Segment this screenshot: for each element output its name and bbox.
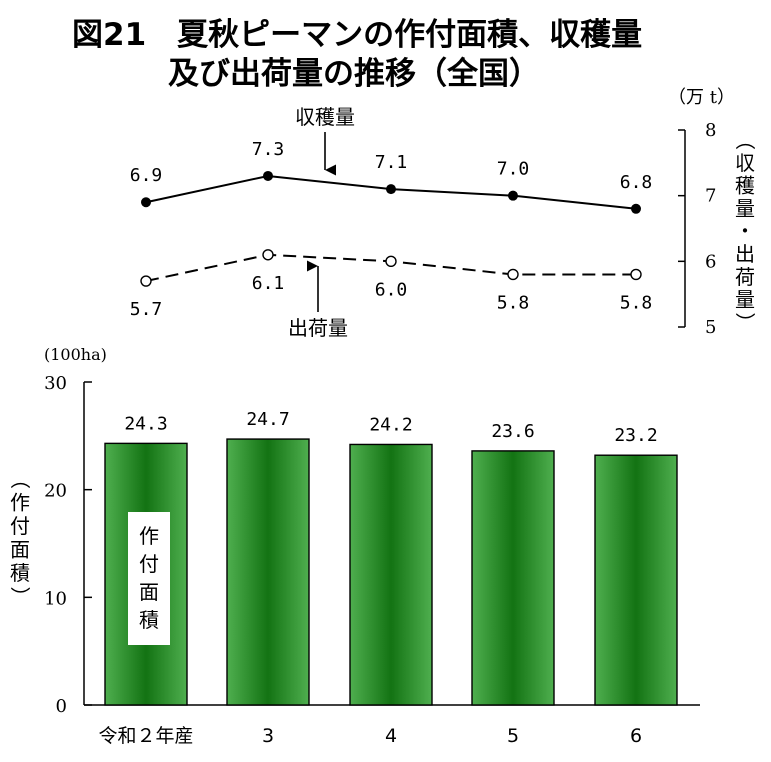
line-axis-title-char: 収 (735, 151, 755, 175)
bar-axis-title-char: 作 (10, 491, 30, 515)
shipment-value-label: 5.7 (130, 299, 163, 320)
shipment-value-label: 5.8 (497, 292, 530, 313)
line-axis-title-char: ・ (735, 219, 755, 243)
shipment-value-label: 6.1 (252, 273, 285, 294)
bar-inner-char-0: 作 (139, 524, 159, 548)
line-axis-title-char: ） (733, 312, 757, 332)
harvest-value-label: 7.1 (375, 152, 408, 173)
bar-y-tick-label: 20 (44, 481, 67, 502)
harvest-point (263, 170, 273, 181)
bar-value-label: 23.6 (491, 421, 534, 442)
line-y-tick-label: 6 (705, 251, 716, 272)
bar-value-label: 24.3 (124, 413, 167, 434)
harvest-point (141, 197, 151, 208)
bar-inner-char-3: 積 (139, 608, 159, 632)
bar-value-label: 23.2 (614, 425, 657, 446)
harvest-point (386, 184, 396, 195)
bar-y-tick-label: 30 (44, 373, 67, 394)
bar-axis-title-char: ） (8, 587, 32, 607)
bar-y-tick-label: 0 (56, 696, 67, 717)
bar-value-label: 24.2 (369, 414, 412, 435)
bar-inner-label: 作 付 面 積 (128, 512, 170, 645)
bar-axis-title-char: 面 (10, 538, 30, 562)
line-axis-title-char: 量 (735, 288, 755, 312)
harvest-point (631, 203, 641, 214)
harvest-value-label: 7.3 (252, 139, 285, 160)
line-axis-title-char: 出 (735, 242, 755, 266)
bar-chart: 010203024.3令和２年産24.7324.2423.6523.26（作付面… (8, 373, 700, 747)
bar (471, 450, 555, 706)
line-axis-title-char: 荷 (735, 265, 755, 289)
line-y-tick-label: 8 (705, 120, 716, 141)
bar-value-label: 24.7 (246, 409, 289, 430)
shipment-point (507, 268, 519, 281)
bar (594, 454, 678, 706)
shipment-point (385, 255, 397, 268)
bar-category-label: 3 (262, 725, 274, 747)
bar-category-label: 6 (630, 725, 642, 747)
shipment-point (140, 275, 152, 287)
bar-axis-title-char: 付 (10, 514, 30, 538)
bar-axis-title-char: 積 (10, 561, 30, 585)
bar-category-label: 令和２年産 (98, 725, 193, 747)
bar-category-label: 5 (507, 725, 519, 747)
line-axis-title-char: 穫 (735, 174, 755, 198)
bar-inner-char-1: 付 (139, 552, 159, 576)
harvest-value-label: 6.9 (130, 165, 163, 186)
bar (349, 443, 433, 706)
harvest-annotation-label: 収穫量 (295, 105, 355, 129)
harvest-value-label: 6.8 (620, 172, 653, 193)
line-axis-title-char: （ (733, 130, 757, 150)
line-axis-title-char: 量 (735, 196, 755, 220)
shipment-annotation-label: 出荷量 (288, 316, 348, 340)
bar-unit-label: (100ha) (44, 345, 107, 364)
shipment-point (262, 249, 274, 261)
bar-y-tick-label: 10 (44, 588, 67, 609)
line-y-tick-label: 5 (705, 317, 716, 338)
line-y-tick-label: 7 (705, 186, 716, 207)
line-unit-label: （万 t） (668, 87, 735, 108)
harvest-value-label: 7.0 (497, 159, 530, 180)
shipment-point (630, 268, 642, 281)
bar-inner-char-2: 面 (139, 580, 159, 604)
bar-category-label: 4 (385, 725, 397, 747)
chart-title-line2: 及び出荷量の推移（全国） (168, 56, 540, 92)
chart-title-line1: 図21 夏秋ピーマンの作付面積、収穫量 (72, 17, 642, 53)
shipment-value-label: 5.8 (620, 292, 653, 313)
shipment-value-label: 6.0 (375, 279, 408, 300)
bar (226, 438, 310, 706)
harvest-point (508, 190, 518, 201)
bar-axis-title-char: （ (8, 469, 32, 489)
